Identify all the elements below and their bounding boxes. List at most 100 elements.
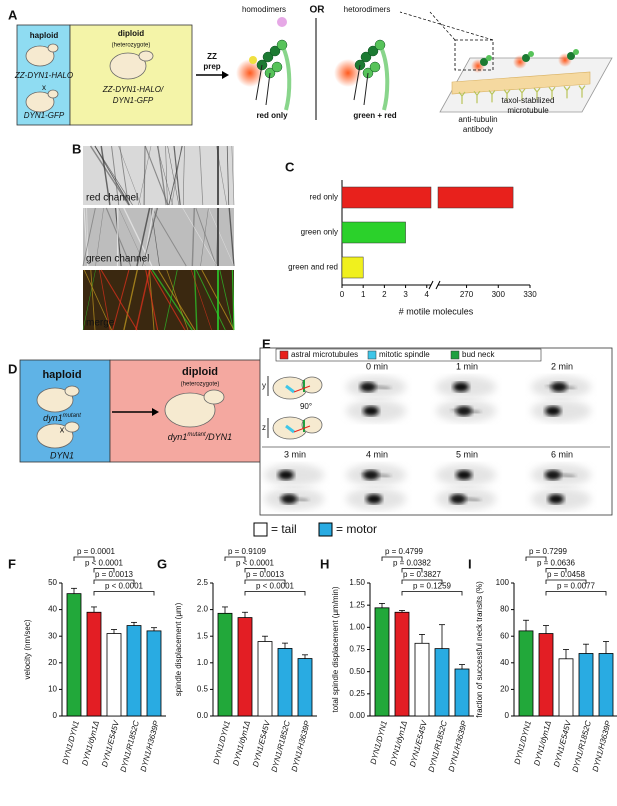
label: 1.50 [349, 578, 365, 587]
bar [454, 668, 470, 717]
motor [567, 52, 575, 60]
antibody [473, 90, 481, 104]
kymo-track [151, 207, 187, 267]
significance-bracket [401, 579, 443, 584]
bar [126, 625, 142, 717]
yeast-cell [25, 45, 55, 67]
label: haploid [30, 31, 59, 40]
label: (heterozygote) [112, 43, 151, 49]
label: E [262, 336, 271, 351]
kymo-track [183, 145, 185, 206]
label: p = 0.4799 [385, 547, 424, 556]
bar [434, 648, 450, 717]
yeast-cell [36, 423, 74, 449]
label: 2.0 [197, 605, 209, 614]
antibody [578, 85, 586, 98]
label: diploid [118, 29, 144, 38]
yeast-cell [47, 43, 59, 53]
spindle [285, 384, 295, 394]
label: D [8, 361, 17, 376]
kymo-track [166, 269, 189, 331]
kymo-track [219, 269, 234, 331]
mt-signal [546, 384, 576, 390]
label: 1 [361, 290, 366, 299]
significance-bracket [381, 556, 403, 561]
kymo-track [100, 269, 138, 331]
label: anti-tubulin [458, 115, 497, 124]
label: DYN1/DYN1 [369, 720, 389, 766]
mt-signal [279, 496, 309, 502]
label-rest: /DYN1 [205, 432, 233, 442]
label: p = 0.1259 [413, 582, 452, 591]
label: (heterozygote) [181, 382, 220, 388]
kymo-track [135, 269, 151, 331]
spindle-signal [545, 470, 561, 480]
motor-domain [271, 61, 283, 73]
kymo-track [200, 207, 209, 267]
label: p = 0.7299 [529, 547, 568, 556]
motor-domain [369, 61, 381, 73]
bar [598, 653, 614, 717]
motor-domain [360, 51, 372, 63]
kymo-track [232, 269, 235, 331]
label: merge [86, 318, 115, 329]
kymo-track [123, 269, 138, 331]
label-sup: mutant [187, 432, 206, 438]
bar [374, 607, 390, 717]
antibody [563, 86, 571, 99]
spindle-signal [360, 382, 376, 392]
bar [86, 611, 102, 717]
kymo-track [164, 269, 178, 331]
motor-domain [367, 45, 379, 57]
significance-bracket [525, 556, 547, 561]
label: z [262, 423, 266, 432]
astral-mt [293, 385, 311, 433]
label: red only [256, 111, 288, 120]
label: p = 0.0013 [95, 570, 134, 579]
label: y [262, 381, 266, 390]
label: H [320, 556, 329, 571]
spindle-signal [366, 494, 382, 504]
label: DYN1/H3639P [591, 719, 613, 773]
label: green channel [86, 254, 149, 265]
label: green and red [288, 263, 338, 272]
label: dyn1mutant/DYN1 [168, 432, 232, 443]
bar [341, 186, 432, 209]
label: p < 0.0001 [236, 559, 275, 568]
label: bud neck [462, 350, 495, 359]
label: DYN1/H3639P [447, 719, 469, 773]
kymo-track [82, 269, 96, 331]
tail [378, 44, 390, 111]
motor-domain [262, 51, 274, 63]
yeast-cell [64, 421, 80, 433]
kymo-track [190, 269, 212, 331]
spindle-signal [278, 470, 294, 480]
kymo-track [83, 269, 113, 331]
bar [341, 256, 364, 279]
arrow-head [222, 71, 229, 79]
label: fraction of successful neck transits (%) [475, 581, 484, 718]
label: DYN1-GFP [113, 96, 154, 105]
label: p = 0.9109 [228, 547, 267, 556]
mt-signal [361, 384, 391, 390]
label: microtubule [507, 106, 549, 115]
antibody [458, 91, 466, 104]
label: p = 0.3827 [403, 570, 442, 579]
yeast-cell [36, 387, 74, 413]
label: DYN1/E545V [251, 719, 272, 768]
label: # motile molecules [399, 306, 474, 316]
legend-swatch [450, 350, 460, 360]
label: haploid [42, 369, 81, 381]
kymo-track [86, 207, 89, 267]
bar [297, 658, 313, 717]
label: 0.0 [197, 711, 209, 720]
kymo-track [173, 145, 181, 206]
label: DYN1-GFP [24, 111, 65, 120]
label: 1.00 [349, 622, 365, 631]
label: ZZ-DYN1-HALO/ [102, 85, 164, 94]
significance-bracket [545, 579, 587, 584]
motor [480, 58, 488, 66]
label: total spindle displacement (μm/min) [331, 586, 340, 712]
label: 30 [48, 631, 57, 640]
label: DYN1 [50, 450, 74, 460]
